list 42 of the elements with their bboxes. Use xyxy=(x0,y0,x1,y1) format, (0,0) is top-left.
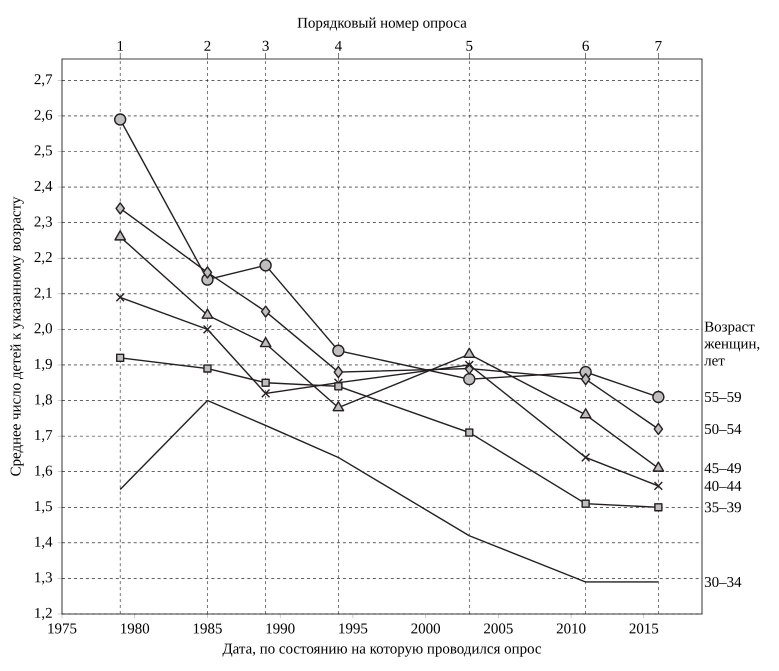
text: 4 xyxy=(334,40,342,51)
text: 45–49 xyxy=(704,463,741,474)
y-tick-label: 2,1 xyxy=(34,288,52,300)
x-tick-label: 2005 xyxy=(484,623,513,634)
y-tick-label: 1,3 xyxy=(35,572,52,585)
x-tick-label: 1995 xyxy=(339,623,368,634)
y-tick-label: 1,7 xyxy=(35,430,52,442)
x-tick-label: 1980 xyxy=(121,623,150,634)
text: 7 xyxy=(656,41,662,51)
x2-axis-title: Порядковый номер опроса xyxy=(298,17,467,31)
text: 5 xyxy=(466,40,472,51)
y-tick-label: 2,2 xyxy=(34,252,52,264)
text: 30–34 xyxy=(704,576,742,588)
text: 55–59 xyxy=(705,392,741,402)
y-tick-label: 2,7 xyxy=(34,74,52,86)
text: 6 xyxy=(582,40,589,51)
y-tick-label: 1,2 xyxy=(35,608,52,620)
text: 40–44 xyxy=(704,480,742,491)
y-tick-label: 2,6 xyxy=(34,110,52,122)
text: 2 xyxy=(204,40,210,51)
y-tick-label: 1,4 xyxy=(35,536,52,549)
text: 1 xyxy=(118,40,124,51)
x-tick-label: 1990 xyxy=(266,623,295,634)
text: 35–39 xyxy=(704,502,741,512)
y-tick-label: 2,3 xyxy=(34,216,52,229)
y-axis-title: Среднее число детей к указанному возрасту xyxy=(10,196,24,476)
y-tick-label: 1,6 xyxy=(35,466,52,478)
y-tick-label: 2,5 xyxy=(34,145,52,158)
y-tick-label: 1,8 xyxy=(35,394,52,407)
x-tick-label: 2000 xyxy=(411,623,440,634)
x-tick-label: 2010 xyxy=(556,623,586,634)
text: 50–54 xyxy=(705,424,742,434)
text: 3 xyxy=(262,40,269,51)
y-tick-label: 1,5 xyxy=(35,501,52,514)
x-tick-label: 1975 xyxy=(48,623,76,634)
legend-title: Возраст женщин, лет xyxy=(704,322,760,366)
x-tick-label: 1985 xyxy=(194,623,222,634)
y-tick-label: 2,0 xyxy=(34,323,52,336)
y-tick-label: 2,4 xyxy=(34,180,52,194)
x-axis-title: Дата, по состоянию на которую проводился опрос xyxy=(222,644,542,657)
x-tick-label: 2015 xyxy=(630,623,658,634)
y-tick-label: 1,9 xyxy=(35,358,52,372)
